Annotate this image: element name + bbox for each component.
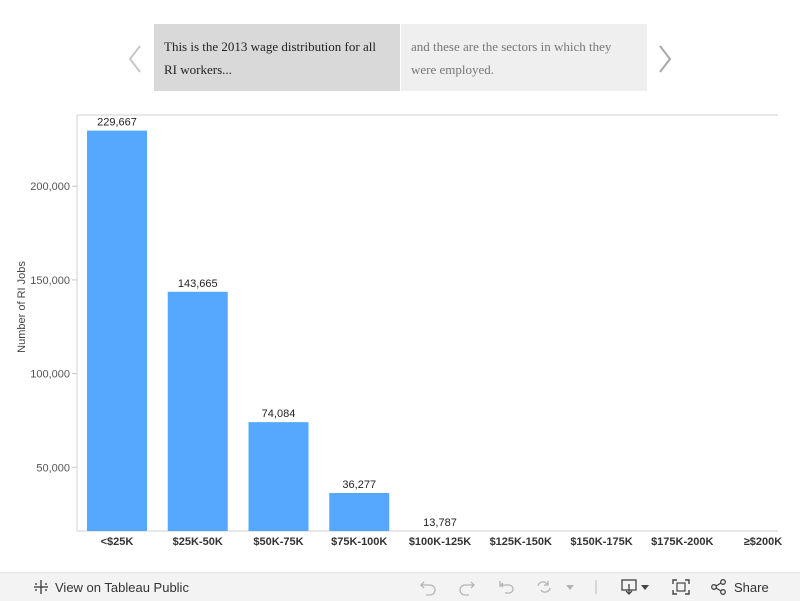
download-icon[interactable] [620, 573, 650, 601]
y-tick-label: 100,000 [30, 369, 70, 381]
bar [248, 422, 309, 531]
bar-chart: 50,000 100,000 150,000 200,000 Number of RI … [16, 114, 783, 548]
x-tick-label: $100K-125K [409, 536, 471, 548]
toolbar: View on Tableau Public [0, 572, 800, 601]
data-label: 143,665 [178, 278, 218, 290]
toolbar-divider [595, 573, 597, 601]
chevron-left-icon[interactable] [126, 42, 146, 76]
chevron-right-icon[interactable] [654, 42, 674, 76]
fullscreen-icon[interactable] [671, 573, 691, 601]
view-on-tableau-label: View on Tableau Public [55, 579, 189, 595]
x-tick-label: $125K-150K [490, 536, 552, 548]
story-point-2-text: and these are the sectors in which they … [411, 39, 612, 77]
bar [87, 130, 147, 531]
story-point-1[interactable]: This is the 2013 wage distribution for a… [154, 24, 400, 91]
share-label: Share [734, 579, 769, 595]
data-label: 229,667 [97, 117, 137, 129]
story-point-2[interactable]: and these are the sectors in which they … [401, 24, 647, 91]
data-label: 74,084 [262, 408, 296, 420]
y-tick-label: 50,000 [36, 462, 70, 474]
undo-icon[interactable] [418, 573, 438, 601]
y-tick-label: 200,000 [30, 181, 70, 193]
story-navigator: This is the 2013 wage distribution for a… [0, 24, 800, 94]
revert-icon[interactable] [497, 573, 517, 601]
share-button[interactable]: Share [710, 573, 769, 601]
data-label: 36,277 [342, 479, 376, 491]
tableau-icon [33, 579, 49, 595]
x-tick-label: $50K-75K [253, 536, 303, 548]
story-point-1-text: This is the 2013 wage distribution for a… [164, 39, 376, 77]
x-tick-label: $150K-175K [570, 536, 632, 548]
x-tick-label: $25K-50K [173, 536, 223, 548]
x-tick-label: ≥$200K [744, 536, 783, 548]
data-label: 13,787 [423, 517, 457, 529]
dropdown-icon[interactable] [565, 573, 575, 601]
x-tick-label: $175K-200K [651, 536, 713, 548]
bar [167, 291, 228, 531]
bar [329, 493, 390, 531]
refresh-icon[interactable] [534, 573, 554, 601]
y-axis-title: Number of RI Jobs [16, 261, 28, 353]
x-tick-label: $75K-100K [331, 536, 387, 548]
share-icon [710, 578, 728, 596]
redo-icon[interactable] [457, 573, 477, 601]
y-tick-label: 150,000 [30, 275, 70, 287]
x-tick-label: <$25K [101, 536, 134, 548]
view-on-tableau-link[interactable]: View on Tableau Public [33, 573, 189, 601]
